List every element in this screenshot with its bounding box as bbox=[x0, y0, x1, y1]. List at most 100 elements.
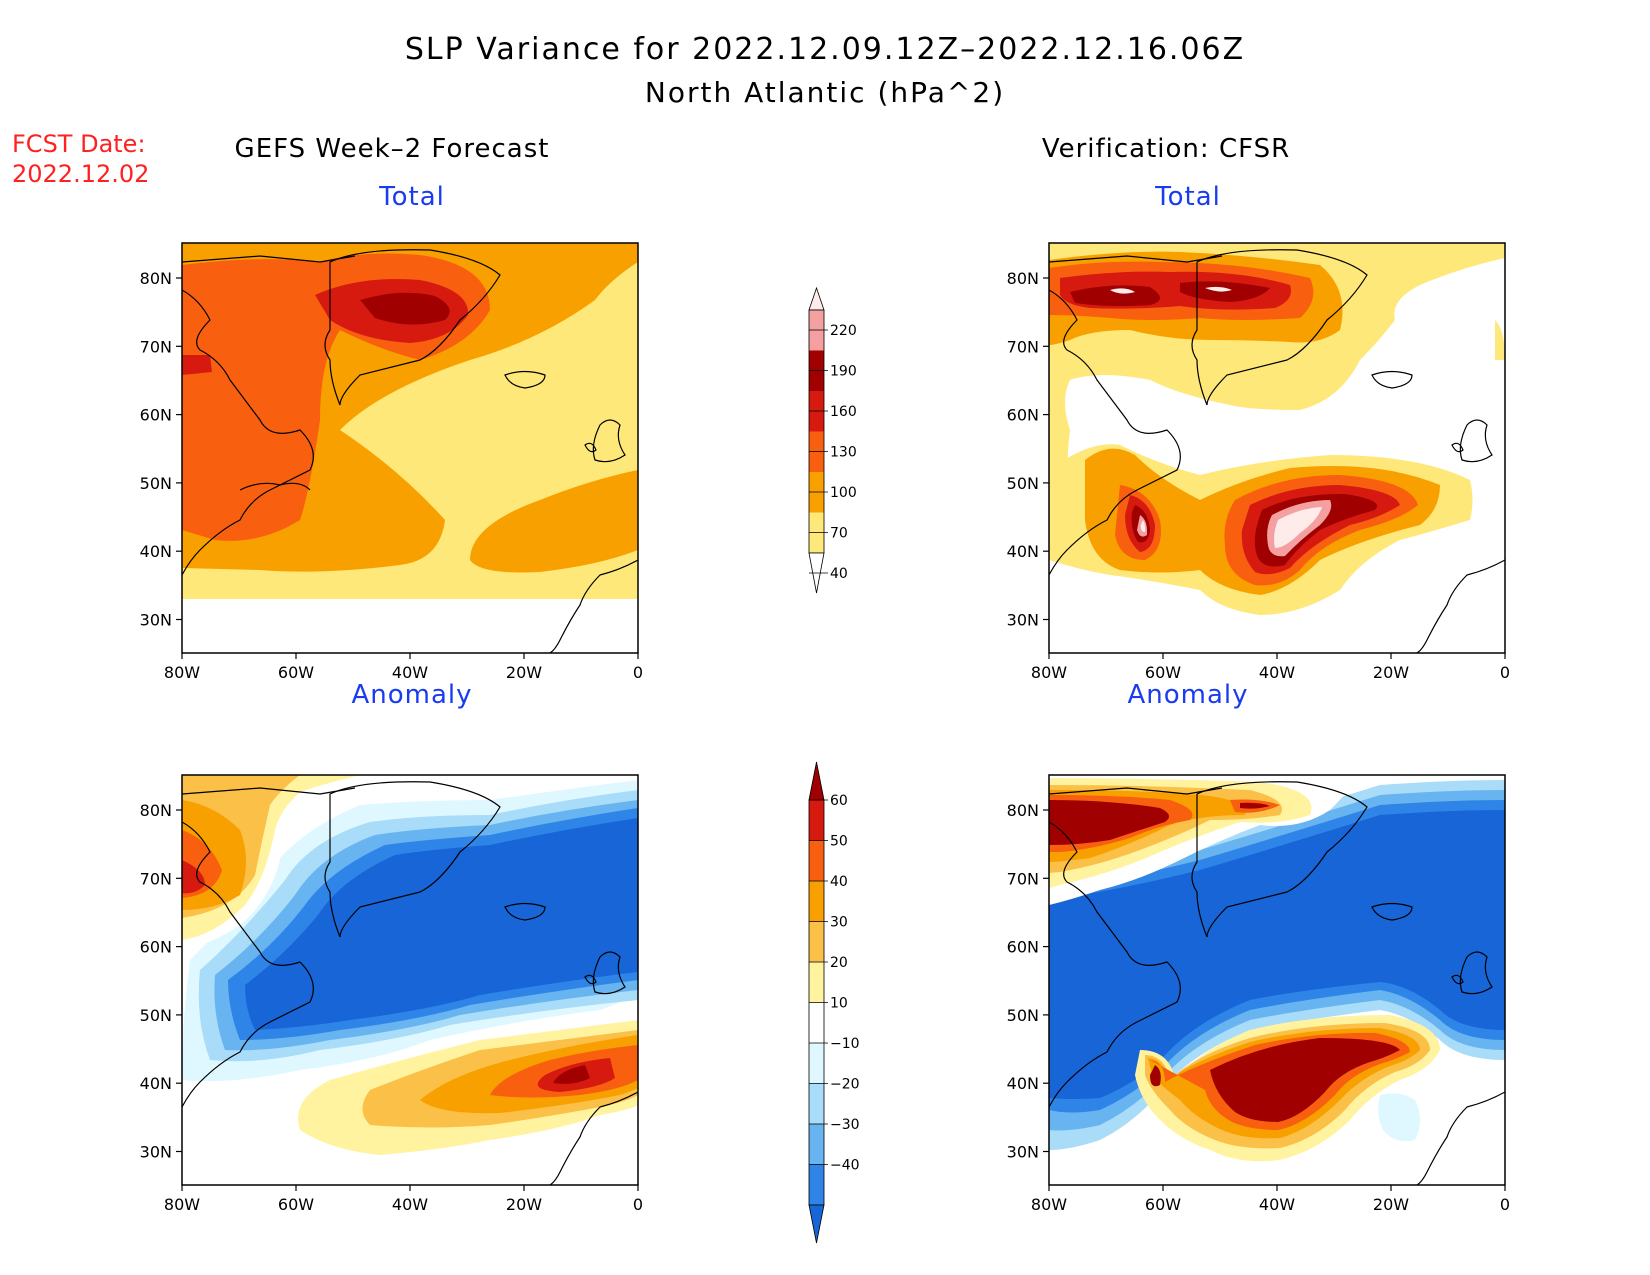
fcst-date-value: 2022.12.02 bbox=[12, 160, 150, 188]
lat-label-30N: 30N bbox=[140, 1143, 172, 1162]
lat-label-40N: 40N bbox=[140, 542, 172, 561]
colorbar-total-label-100: 100 bbox=[830, 485, 857, 501]
colorbar-anomaly-segment bbox=[809, 1043, 824, 1084]
colorbar-anomaly-segment bbox=[809, 881, 824, 922]
lon-label-80W: 80W bbox=[164, 663, 200, 682]
colorbar-anomaly-segment bbox=[809, 921, 824, 962]
colorbar-total-label-160: 160 bbox=[830, 404, 857, 420]
lat-label-70N: 70N bbox=[1007, 869, 1039, 888]
lon-label-0: 0 bbox=[633, 663, 643, 682]
colorbar-total-label-130: 130 bbox=[830, 445, 857, 461]
colorbar-anomaly-segment bbox=[809, 840, 824, 881]
colorbar-anomaly-segment bbox=[809, 962, 824, 1003]
contour-160-190 bbox=[360, 292, 450, 325]
anom-blue-core bbox=[245, 818, 638, 1030]
lon-label-0: 0 bbox=[1500, 663, 1510, 682]
lat-label-50N: 50N bbox=[140, 474, 172, 493]
colorbar-anomaly-label: −10 bbox=[830, 1036, 860, 1052]
contour-70-100-east bbox=[470, 470, 638, 573]
colorbar-anomaly-label: 20 bbox=[830, 955, 848, 971]
lon-label-60W: 60W bbox=[1145, 1195, 1181, 1214]
colorbar-anomaly-bottom-arrow bbox=[808, 1204, 825, 1244]
coastlines-verif-total bbox=[1049, 249, 1505, 653]
lat-label-70N: 70N bbox=[140, 869, 172, 888]
colorbar-total-label-40: 40 bbox=[830, 566, 848, 582]
panel-title-fcst-anomaly: Anomaly bbox=[351, 680, 473, 710]
figure-title: SLP Variance for 2022.12.09.12Z–2022.12.… bbox=[404, 32, 1246, 67]
colorbar-anomaly-label: 50 bbox=[830, 834, 848, 850]
colorbar-anomaly-segment bbox=[809, 1002, 824, 1043]
lat-label-40N: 40N bbox=[1007, 542, 1039, 561]
map-panel-fcst-total bbox=[182, 243, 638, 653]
colorbar-anomaly-label: −40 bbox=[830, 1158, 860, 1174]
left-column-heading: GEFS Week–2 Forecast bbox=[234, 134, 550, 164]
colorbar-anomaly-segment bbox=[809, 1164, 824, 1205]
panel-title-fcst-total: Total bbox=[379, 182, 445, 212]
anom-light-blue-patch bbox=[1378, 1093, 1420, 1142]
lon-label-20W: 20W bbox=[1373, 663, 1409, 682]
lat-label-60N: 60N bbox=[1007, 938, 1039, 957]
lon-label-0: 0 bbox=[1500, 1195, 1510, 1214]
colorbar-total-label-190: 190 bbox=[830, 364, 857, 380]
lat-label-40N: 40N bbox=[140, 1074, 172, 1093]
figure-subtitle: North Atlantic (hPa^2) bbox=[644, 76, 1006, 109]
colorbar-total-top-arrow bbox=[808, 286, 825, 311]
lat-label-70N: 70N bbox=[1007, 337, 1039, 356]
lat-label-50N: 50N bbox=[1007, 474, 1039, 493]
map-panel-verif-anomaly bbox=[1049, 775, 1505, 1185]
colorbar-anomaly-segment bbox=[809, 800, 824, 841]
colorbar-total: 220 190 160 130 100 70 40 bbox=[808, 286, 857, 594]
colorbar-anomaly-top-arrow bbox=[808, 761, 825, 801]
axis-labels: 80W 60W 40W 20W 0 80N 70N 60N 50N 40N 30N 80W 60W 40W… bbox=[140, 269, 1510, 1214]
map-panel-verif-total bbox=[1049, 243, 1505, 653]
lat-label-60N: 60N bbox=[140, 938, 172, 957]
anom-positive-north-60 bbox=[182, 860, 205, 894]
lon-label-60W: 60W bbox=[1145, 663, 1181, 682]
lat-label-80N: 80N bbox=[1007, 269, 1039, 288]
lat-label-30N: 30N bbox=[1007, 1143, 1039, 1162]
colorbar-total-label-70: 70 bbox=[830, 526, 848, 542]
lat-label-80N: 80N bbox=[140, 801, 172, 820]
lon-label-20W: 20W bbox=[506, 663, 542, 682]
lon-label-20W: 20W bbox=[506, 1195, 542, 1214]
lat-label-30N: 30N bbox=[1007, 611, 1039, 630]
lat-label-60N: 60N bbox=[1007, 406, 1039, 425]
lon-label-40W: 40W bbox=[1259, 1195, 1295, 1214]
coastlines-fcst-total bbox=[182, 249, 638, 653]
colorbar-anomaly-label: −30 bbox=[830, 1117, 860, 1133]
lat-label-60N: 60N bbox=[140, 406, 172, 425]
colorbar-anomaly-label: −20 bbox=[830, 1077, 860, 1093]
lat-label-80N: 80N bbox=[1007, 801, 1039, 820]
lon-label-40W: 40W bbox=[1259, 663, 1295, 682]
lon-label-60W: 60W bbox=[278, 1195, 314, 1214]
anom-blue-core bbox=[1049, 810, 1505, 1099]
lat-label-30N: 30N bbox=[140, 611, 172, 630]
contour-220-plus bbox=[1110, 286, 1322, 548]
lon-label-40W: 40W bbox=[392, 663, 428, 682]
lat-label-40N: 40N bbox=[1007, 1074, 1039, 1093]
lat-label-50N: 50N bbox=[1007, 1006, 1039, 1025]
colorbar-anomaly-segment bbox=[809, 1083, 824, 1124]
right-column-heading: Verification: CFSR bbox=[1041, 134, 1291, 164]
colorbar-anomaly-label: 40 bbox=[830, 874, 848, 890]
lon-label-80W: 80W bbox=[1031, 663, 1067, 682]
colorbar-anomaly-segment bbox=[809, 1124, 824, 1165]
lon-label-60W: 60W bbox=[278, 663, 314, 682]
panel-title-verif-total: Total bbox=[1155, 182, 1221, 212]
coastlines-verif-anomaly bbox=[1049, 781, 1505, 1185]
colorbar-anomaly-label: 10 bbox=[830, 996, 848, 1012]
panel-title-verif-anomaly: Anomaly bbox=[1127, 680, 1249, 710]
fcst-date-label: FCST Date: bbox=[12, 130, 146, 158]
lon-label-40W: 40W bbox=[392, 1195, 428, 1214]
anom-positive-north-60 bbox=[1049, 800, 1270, 845]
contour-40-70-east bbox=[1495, 320, 1505, 360]
lat-label-80N: 80N bbox=[140, 269, 172, 288]
colorbar-anomaly-label: 60 bbox=[830, 793, 848, 809]
lat-label-70N: 70N bbox=[140, 337, 172, 356]
anom-positive-south-60 bbox=[1150, 1038, 1400, 1122]
lon-label-0: 0 bbox=[633, 1195, 643, 1214]
map-panel-fcst-anomaly bbox=[182, 775, 638, 1185]
contour-130-160-west bbox=[182, 355, 212, 375]
lat-label-50N: 50N bbox=[140, 1006, 172, 1025]
